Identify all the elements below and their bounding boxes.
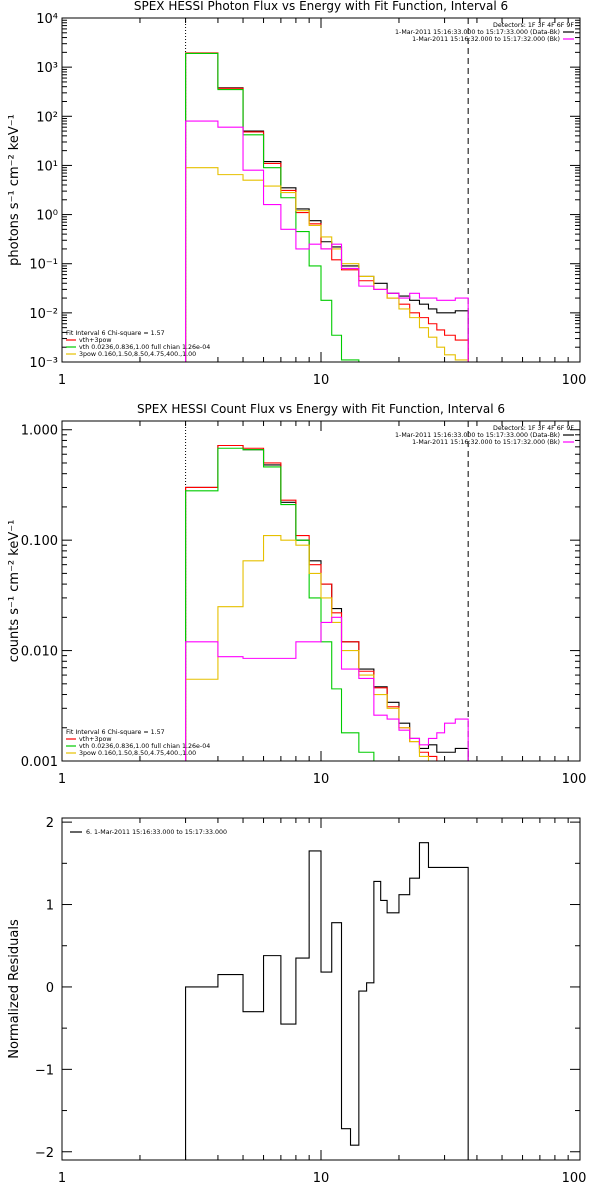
x-tick-label: 10: [313, 373, 330, 388]
plot-frame: [61, 17, 581, 363]
series-line-3: [185, 52, 469, 362]
x-tick-label: 100: [562, 373, 587, 388]
legend-top-line: 1-Mar-2011 15:16:32.000 to 15:17:32.000 …: [412, 439, 560, 446]
legend-bottom-line: vth 0.0236,0.836,1.00 full chian 1.26e-0…: [79, 743, 210, 750]
legend-bottom-line: Fit Interval 6 Chi-square = 1.57: [66, 330, 165, 337]
series-line-5: [185, 120, 469, 362]
series-line-3: [185, 447, 469, 761]
plot-panel-1: SPEX HESSI Photon Flux vs Energy with Fi…: [7, 0, 587, 388]
chart-title: SPEX HESSI Photon Flux vs Energy with Fi…: [134, 0, 508, 13]
y-tick-label: 10⁻²: [29, 307, 58, 322]
y-tick-label: 10⁰: [36, 209, 58, 224]
y-tick-label: 1: [46, 899, 54, 914]
x-tick-label: 10: [313, 1171, 330, 1186]
y-tick-label: 0.100: [21, 534, 58, 549]
legend-top-line: Detectors: 1F 3F 4F 6F 9F: [493, 22, 574, 29]
series-line-1: [185, 842, 469, 1160]
y-tick-label: 2: [46, 816, 54, 831]
y-tick-label: −2: [35, 1146, 54, 1161]
series-line-4: [185, 167, 469, 362]
legend-label: 6. 1-Mar-2011 15:16:33.000 to 15:17:33.0…: [86, 829, 227, 836]
y-tick-label: 10⁻³: [29, 356, 58, 371]
y-axis-label: Normalized Residuals: [7, 919, 22, 1059]
legend-top-line: Detectors: 1F 3F 4F 6F 9F: [493, 425, 574, 432]
y-tick-label: −1: [35, 1063, 54, 1078]
series-line-5: [185, 616, 469, 761]
x-tick-label: 10: [313, 772, 330, 787]
legend-top-line: 1-Mar-2011 15:16:33.000 to 15:17:33.000 …: [395, 432, 560, 439]
y-tick-label: 10⁻¹: [29, 258, 58, 273]
series-line-1: [185, 52, 469, 362]
plot-panel-2: SPEX HESSI Count Flux vs Energy with Fit…: [7, 402, 587, 787]
y-tick-label: 10⁴: [36, 12, 58, 27]
plot-frame: [61, 817, 581, 1161]
series-group: [185, 444, 469, 761]
x-tick-label: 1: [58, 373, 66, 388]
plot-frame: [61, 420, 581, 762]
series-line-4: [185, 535, 469, 761]
y-tick-label: 0.010: [21, 645, 58, 660]
series-group: [185, 52, 469, 362]
legend-bottom-line: 3pow 0.160,1.50,8.50,4.75,400.,1.00: [79, 351, 196, 358]
y-tick-label: 10²: [36, 110, 58, 125]
legend-bottom-line: Fit Interval 6 Chi-square = 1.57: [66, 729, 165, 736]
x-tick-label: 1: [58, 772, 66, 787]
x-tick-label: 100: [562, 772, 587, 787]
series-group: [185, 842, 469, 1160]
y-tick-label: 10¹: [36, 159, 58, 174]
chart-title: SPEX HESSI Count Flux vs Energy with Fit…: [137, 402, 505, 416]
legend-bottom-line: vth+3pow: [79, 736, 111, 743]
x-tick-label: 1: [58, 1171, 66, 1186]
legend-bottom-line: 3pow 0.160,1.50,8.50,4.75,400.,1.00: [79, 750, 196, 757]
y-axis-label: photons s⁻¹ cm⁻² keV⁻¹: [7, 114, 22, 266]
y-axis-label: counts s⁻¹ cm⁻² keV⁻¹: [7, 520, 22, 663]
y-tick-label: 0: [46, 981, 54, 996]
x-tick-label: 100: [562, 1171, 587, 1186]
y-tick-label: 1.000: [21, 424, 58, 439]
legend-top-line: 1-Mar-2011 15:16:32.000 to 15:17:32.000 …: [412, 36, 560, 43]
y-tick-label: 0.001: [21, 755, 58, 770]
plot-panel-3: 1 10 100 −2 −1 0 1 2 Normalized Residuals 6. 1-Ma…: [7, 816, 587, 1186]
series-line-2: [185, 52, 469, 362]
legend-bottom-line: vth+3pow: [79, 337, 111, 344]
y-tick-label: 10³: [36, 61, 58, 76]
legend-top-line: 1-Mar-2011 15:16:33.000 to 15:17:33.000 …: [395, 29, 560, 36]
legend-bottom-line: vth 0.0236,0.836,1.00 full chian 1.26e-0…: [79, 344, 210, 351]
